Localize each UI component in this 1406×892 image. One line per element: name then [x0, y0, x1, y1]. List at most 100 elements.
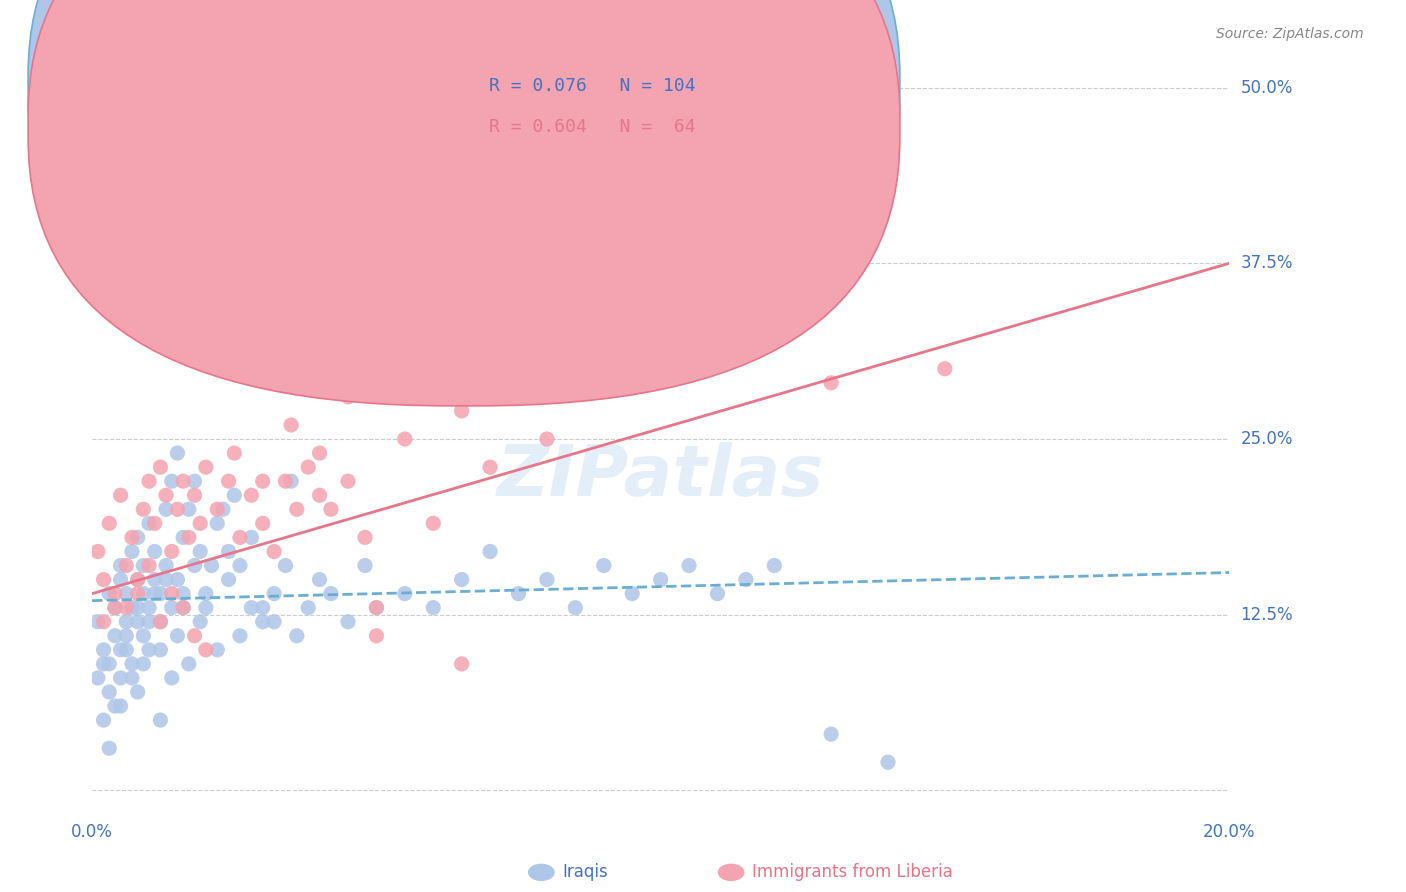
- Point: [280, 474, 302, 488]
- Text: Iraqis: Iraqis: [562, 863, 609, 881]
- Point: [104, 600, 127, 615]
- Point: [115, 615, 138, 629]
- Point: [263, 544, 285, 558]
- Point: [177, 657, 200, 671]
- Point: [121, 530, 143, 544]
- Point: [121, 671, 143, 685]
- Point: [115, 629, 138, 643]
- Text: 12.5%: 12.5%: [1240, 606, 1294, 624]
- Point: [422, 600, 444, 615]
- Point: [224, 488, 246, 502]
- Point: [98, 586, 121, 600]
- Point: [93, 573, 115, 587]
- Point: [297, 600, 319, 615]
- Point: [592, 558, 614, 573]
- Point: [200, 558, 222, 573]
- Text: R = 0.076   N = 104: R = 0.076 N = 104: [489, 77, 696, 95]
- Point: [138, 516, 160, 531]
- Point: [155, 502, 177, 516]
- Point: [98, 657, 121, 671]
- Point: [479, 544, 502, 558]
- Point: [138, 600, 160, 615]
- Point: [143, 516, 166, 531]
- Point: [240, 530, 263, 544]
- Text: R = 0.604   N =  64: R = 0.604 N = 64: [489, 118, 696, 136]
- Point: [149, 713, 172, 727]
- Point: [188, 544, 211, 558]
- Point: [422, 334, 444, 348]
- Text: 37.5%: 37.5%: [1240, 254, 1294, 272]
- Point: [115, 643, 138, 657]
- Point: [252, 615, 274, 629]
- Point: [98, 741, 121, 756]
- Point: [160, 474, 183, 488]
- Point: [183, 558, 205, 573]
- Point: [172, 586, 194, 600]
- Point: [229, 558, 252, 573]
- Point: [650, 179, 672, 194]
- Point: [160, 544, 183, 558]
- Point: [149, 643, 172, 657]
- Point: [155, 573, 177, 587]
- Point: [183, 629, 205, 643]
- Point: [218, 544, 240, 558]
- Point: [536, 573, 558, 587]
- Point: [308, 446, 330, 460]
- Point: [319, 586, 342, 600]
- Point: [763, 558, 786, 573]
- Point: [422, 516, 444, 531]
- Point: [127, 573, 149, 587]
- Text: 25.0%: 25.0%: [1240, 430, 1294, 448]
- Point: [188, 516, 211, 531]
- Point: [121, 544, 143, 558]
- Point: [160, 586, 183, 600]
- Point: [149, 460, 172, 475]
- Point: [87, 615, 110, 629]
- Point: [93, 713, 115, 727]
- Point: [536, 432, 558, 446]
- Point: [252, 516, 274, 531]
- Point: [450, 657, 472, 671]
- Text: IRAQI VS IMMIGRANTS FROM LIBERIA MALE POVERTY CORRELATION CHART: IRAQI VS IMMIGRANTS FROM LIBERIA MALE PO…: [56, 27, 815, 45]
- Point: [229, 629, 252, 643]
- Point: [166, 573, 188, 587]
- Point: [229, 530, 252, 544]
- Point: [508, 376, 530, 390]
- Point: [160, 600, 183, 615]
- Point: [104, 629, 127, 643]
- Point: [354, 558, 377, 573]
- Point: [177, 502, 200, 516]
- Point: [172, 600, 194, 615]
- Point: [224, 446, 246, 460]
- Point: [183, 488, 205, 502]
- Point: [450, 404, 472, 418]
- Point: [138, 643, 160, 657]
- Point: [132, 586, 155, 600]
- Point: [155, 558, 177, 573]
- Point: [188, 615, 211, 629]
- Text: ZIPatlas: ZIPatlas: [496, 442, 824, 511]
- Point: [115, 600, 138, 615]
- Point: [207, 502, 229, 516]
- Point: [110, 699, 132, 714]
- Point: [263, 586, 285, 600]
- Point: [93, 657, 115, 671]
- Point: [280, 417, 302, 432]
- Point: [121, 600, 143, 615]
- Point: [508, 586, 530, 600]
- Point: [252, 600, 274, 615]
- Point: [820, 727, 842, 741]
- Point: [263, 615, 285, 629]
- Point: [166, 502, 188, 516]
- Point: [218, 474, 240, 488]
- Point: [132, 502, 155, 516]
- Point: [592, 361, 614, 376]
- Point: [650, 573, 672, 587]
- Point: [366, 629, 388, 643]
- Point: [194, 586, 217, 600]
- Point: [252, 474, 274, 488]
- Point: [87, 671, 110, 685]
- Point: [735, 573, 758, 587]
- Point: [820, 376, 842, 390]
- Point: [706, 586, 728, 600]
